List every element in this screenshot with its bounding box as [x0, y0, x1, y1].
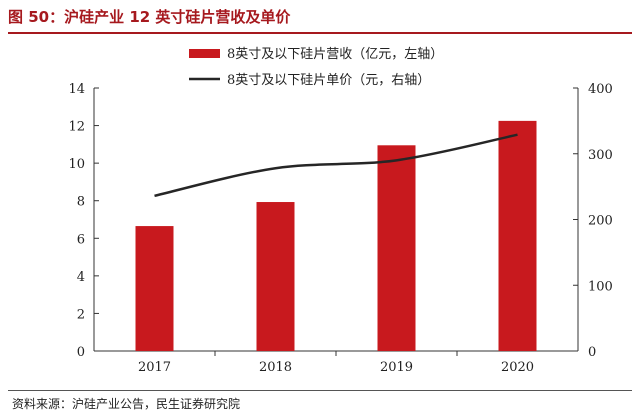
y-right-tick-label: 400: [588, 82, 613, 97]
bar-2019: [377, 145, 416, 351]
y-left-tick-label: 6: [77, 232, 85, 247]
figure-title: 图 50：沪硅产业 12 英寸硅片营收及单价: [8, 8, 291, 26]
bottom-rule: [8, 390, 632, 391]
y-left-tick-label: 4: [77, 270, 85, 285]
x-tick-label: 2020: [501, 360, 534, 375]
chart: 0 2 4 6 8 10 12 14 0 100 200 300 400 2017 2018 2019 2020…: [68, 47, 612, 375]
line-series: [154, 133, 518, 198]
bar-2018: [256, 202, 295, 351]
y-right-tick-label: 300: [588, 148, 613, 163]
x-tick-label: 2019: [380, 360, 413, 375]
legend-swatch-bar: [189, 49, 220, 58]
legend-label-line: 8英寸及以下硅片单价（元，右轴）: [227, 73, 430, 88]
x-tick-label: 2017: [138, 360, 171, 375]
y-left-tick-label: 14: [68, 82, 85, 97]
x-tick-label: 2018: [259, 360, 292, 375]
bar-series: [135, 120, 537, 351]
y-left-tick-label: 10: [68, 157, 85, 172]
source-note: 资料来源：沪硅产业公告，民生证券研究院: [12, 397, 241, 411]
y-left-tick-label: 0: [77, 345, 85, 360]
bar-2017: [135, 226, 174, 351]
chart-axes: 0 2 4 6 8 10 12 14 0 100 200 300 400 2017 2018 2019 2020: [68, 82, 612, 375]
y-right-tick-label: 0: [588, 345, 596, 360]
y-right-tick-label: 200: [588, 214, 613, 229]
bar-2020: [498, 120, 537, 351]
title-rule: [8, 32, 632, 34]
y-left-tick-label: 2: [77, 307, 85, 322]
y-left-tick-label: 8: [77, 195, 85, 210]
price-line: [154, 133, 518, 198]
y-right-tick-label: 100: [588, 279, 613, 294]
y-left-tick-label: 12: [68, 120, 85, 135]
legend: 8英寸及以下硅片营收（亿元，左轴） 8英寸及以下硅片单价（元，右轴）: [189, 47, 443, 88]
legend-label-bar: 8英寸及以下硅片营收（亿元，左轴）: [227, 47, 443, 62]
